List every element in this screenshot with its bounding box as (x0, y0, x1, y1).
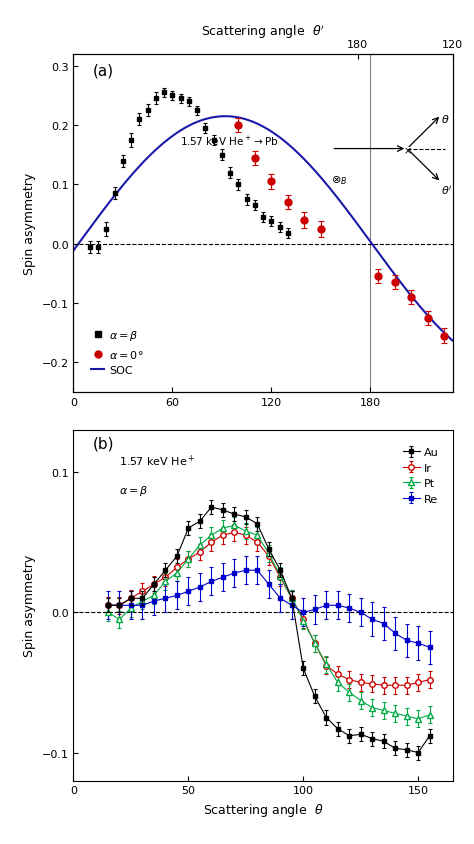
Text: $\times$: $\times$ (403, 146, 412, 156)
X-axis label: Scattering angle  $\theta$: Scattering angle $\theta$ (203, 801, 323, 818)
Legend: $\alpha=\beta$, $\alpha=0°$, SOC: $\alpha=\beta$, $\alpha=0°$, SOC (87, 324, 148, 380)
Text: $\theta'$: $\theta'$ (441, 183, 453, 197)
Text: $\alpha=\beta$: $\alpha=\beta$ (119, 484, 149, 497)
Text: (b): (b) (92, 436, 114, 451)
Legend: Au, Ir, Pt, Re: Au, Ir, Pt, Re (399, 443, 443, 508)
Text: 1.57 keV He$^+$: 1.57 keV He$^+$ (119, 453, 195, 468)
Text: (a): (a) (92, 63, 114, 78)
Y-axis label: Spin asymmetry: Spin asymmetry (23, 172, 36, 275)
Text: $\otimes_B$: $\otimes_B$ (331, 174, 347, 187)
Text: $\theta$: $\theta$ (441, 113, 450, 125)
X-axis label: Scattering angle  $\theta'$: Scattering angle $\theta'$ (201, 24, 325, 41)
Text: 1.57 keV He$^+$$\rightarrow$Pb: 1.57 keV He$^+$$\rightarrow$Pb (180, 135, 279, 148)
Y-axis label: Spin asymmetry: Spin asymmetry (23, 555, 36, 657)
